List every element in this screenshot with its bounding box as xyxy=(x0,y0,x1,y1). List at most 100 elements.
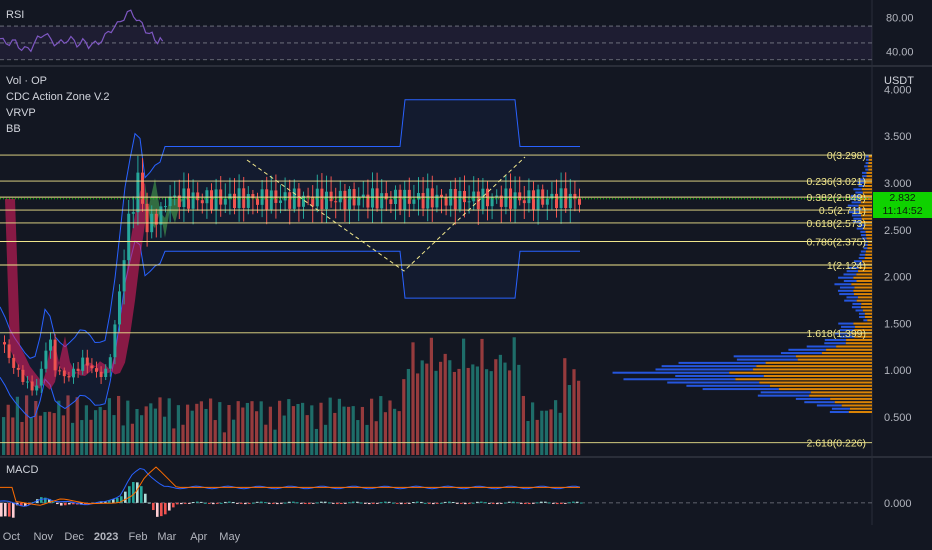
macd-histogram-bar xyxy=(316,502,319,504)
vrvp-bar-up xyxy=(702,388,779,391)
volume-bar xyxy=(34,400,38,455)
macd-histogram-bar xyxy=(208,502,211,504)
candle-body xyxy=(12,357,16,368)
macd-histogram-bar xyxy=(504,502,507,504)
macd-histogram-bar xyxy=(228,501,231,503)
macd-histogram-bar xyxy=(20,502,23,507)
macd-histogram-bar xyxy=(244,502,247,505)
macd-signal-line xyxy=(0,466,580,506)
macd-histogram-bar xyxy=(364,502,367,504)
vrvp-bar-down xyxy=(862,309,872,312)
vrvp-bar-up xyxy=(853,207,862,210)
macd-histogram-bar xyxy=(344,502,347,504)
macd-histogram-bar xyxy=(52,501,55,503)
macd-histogram-bar xyxy=(392,502,395,504)
time-tick-label: Apr xyxy=(190,531,207,543)
candle-body xyxy=(453,188,457,210)
vrvp-bar-down xyxy=(862,260,872,263)
vrvp-bar-down xyxy=(854,286,872,289)
vrvp-bar-down xyxy=(778,388,872,391)
candle-body xyxy=(504,188,508,207)
macd-histogram-bar xyxy=(264,502,267,504)
macd-histogram-bar xyxy=(380,502,383,504)
price-tick-label: 2.500 xyxy=(884,225,912,237)
macd-histogram-bar xyxy=(516,502,519,504)
vrvp-bar-down xyxy=(860,214,872,217)
vrvp-bar-down xyxy=(848,411,872,414)
vrvp-bar-up xyxy=(851,201,861,204)
indicator-cdc-label[interactable]: CDC Action Zone V.2 xyxy=(6,91,110,103)
candle-body xyxy=(182,188,186,207)
vrvp-bar-down xyxy=(846,338,872,341)
vrvp-bar-up xyxy=(860,250,866,253)
vrvp-bar-up xyxy=(865,162,869,165)
indicator-vrvp-label[interactable]: VRVP xyxy=(6,107,36,119)
candle-body xyxy=(375,188,379,209)
candle-body xyxy=(288,192,292,209)
macd-histogram-bar xyxy=(524,502,527,505)
candle-body xyxy=(325,191,328,210)
time-tick-label: Nov xyxy=(33,531,53,543)
fib-level-label: 0.786(2.375) xyxy=(806,237,866,249)
vrvp-bar-up xyxy=(863,243,868,246)
candle-body xyxy=(131,212,135,214)
macd-label: MACD xyxy=(6,464,39,476)
vrvp-bar-up xyxy=(863,247,868,250)
macd-histogram-bar xyxy=(116,497,119,503)
volume-bar xyxy=(94,410,98,455)
candle-body xyxy=(357,197,361,206)
candle-body xyxy=(302,195,305,207)
vrvp-bar-up xyxy=(847,266,859,269)
vrvp-bar-up xyxy=(853,188,862,191)
vrvp-bar-down xyxy=(868,158,872,161)
candle-body xyxy=(30,381,34,391)
volume-bar xyxy=(218,402,222,455)
time-tick-label: May xyxy=(219,531,240,543)
macd-histogram-bar xyxy=(532,502,535,504)
vrvp-bar-up xyxy=(859,316,865,319)
volume-bar xyxy=(549,409,553,455)
macd-histogram-bar xyxy=(256,501,259,503)
macd-histogram-bar xyxy=(68,502,71,505)
vrvp-bar-up xyxy=(856,227,864,230)
candle-body xyxy=(237,188,241,209)
indicator-bb-label[interactable]: BB xyxy=(6,123,21,135)
vrvp-bar-down xyxy=(826,348,872,351)
vrvp-bar-up xyxy=(686,384,770,387)
volume-bar xyxy=(544,410,548,455)
price-tick-label: 2.000 xyxy=(884,272,912,284)
candle-body xyxy=(417,193,420,200)
macd-histogram-bar xyxy=(424,502,427,504)
vrvp-bar-down xyxy=(849,407,872,410)
vrvp-bar-down xyxy=(759,381,872,384)
candle-body xyxy=(384,193,388,200)
candle-body xyxy=(435,194,439,208)
macd-histogram-bar xyxy=(60,502,63,506)
bb-lower xyxy=(0,240,580,419)
volume-bar xyxy=(452,371,456,455)
vrvp-bar-up xyxy=(865,155,869,158)
volume-bar xyxy=(397,411,401,455)
bar-countdown: 11:14:52 xyxy=(873,205,932,218)
macd-histogram-bar xyxy=(220,502,223,504)
volume-bar xyxy=(163,416,167,455)
volume-bar xyxy=(89,419,93,455)
macd-histogram-bar xyxy=(304,502,307,505)
volume-bar xyxy=(406,368,410,455)
vrvp-bar-up xyxy=(858,312,865,315)
macd-histogram-bar xyxy=(420,501,423,503)
vrvp-bar-down xyxy=(860,198,872,201)
candle-body xyxy=(3,342,6,345)
vrvp-bar-up xyxy=(829,411,849,414)
candle-body xyxy=(495,195,499,197)
candle-body xyxy=(536,189,540,210)
vrvp-bar-down xyxy=(867,165,872,168)
vrvp-bar-down xyxy=(763,374,872,377)
candle-body xyxy=(7,344,11,358)
macd-histogram-bar xyxy=(460,502,463,504)
indicator-vol-label[interactable]: Vol · OP xyxy=(6,75,47,87)
vrvp-bar-up xyxy=(857,181,865,184)
volume-bar xyxy=(20,421,24,455)
vrvp-bar-down xyxy=(853,322,872,325)
